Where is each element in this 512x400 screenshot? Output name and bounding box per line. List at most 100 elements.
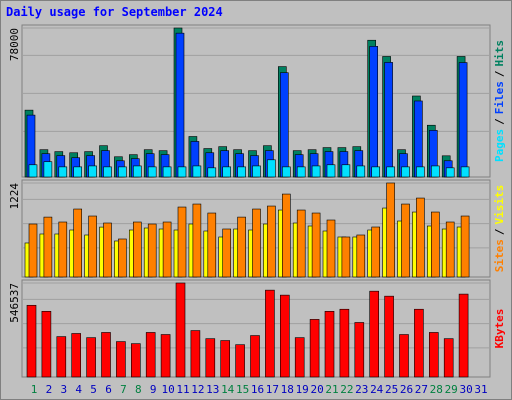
bar: [131, 343, 141, 378]
bar: [458, 293, 469, 378]
bar: [311, 212, 321, 278]
bar: [43, 161, 53, 178]
x-tick-label: 10: [161, 383, 174, 396]
legend-entry: Hits: [493, 40, 506, 67]
bar: [252, 165, 261, 178]
bar: [296, 209, 306, 278]
bar: [414, 100, 423, 178]
bar: [281, 193, 291, 278]
x-tick-label: 2: [46, 383, 53, 396]
bar: [386, 182, 395, 278]
bar: [103, 222, 112, 278]
x-tick-label: 12: [191, 383, 204, 396]
bar: [279, 294, 290, 378]
x-tick-label: 24: [370, 383, 384, 396]
bar: [147, 166, 157, 178]
bar: [207, 167, 217, 178]
bar: [88, 215, 97, 278]
bar: [118, 166, 127, 178]
legend: KBytes: [493, 309, 506, 349]
bar: [326, 164, 336, 178]
bar: [177, 206, 187, 278]
bar: [28, 164, 38, 178]
x-tick-label: 31: [474, 383, 487, 396]
chart-title: Daily usage for September 2024: [6, 5, 223, 19]
bar: [341, 236, 351, 278]
bar: [177, 166, 187, 178]
legend-separator: /: [493, 70, 506, 77]
bar: [147, 223, 157, 278]
x-tick-label: 29: [445, 383, 458, 396]
x-tick-label: 15: [236, 383, 249, 396]
bar: [86, 337, 96, 378]
bar: [458, 62, 468, 178]
bar: [222, 166, 231, 178]
bar: [326, 219, 336, 278]
bar: [311, 165, 321, 178]
legend: Pages / Files / Hits: [493, 40, 506, 162]
x-tick-label: 11: [176, 383, 189, 396]
legend-entry: Files: [493, 81, 506, 114]
bar: [445, 167, 455, 178]
bar: [296, 166, 306, 178]
x-tick-label: 23: [355, 383, 368, 396]
bar: [252, 208, 261, 278]
x-tick-label: 25: [385, 383, 398, 396]
x-tick-label: 22: [340, 383, 353, 396]
bar: [205, 338, 216, 378]
x-tick-label: 1: [31, 383, 38, 396]
bar: [160, 334, 171, 378]
bar: [416, 197, 425, 278]
x-tick-label: 3: [60, 383, 67, 396]
bar: [162, 221, 172, 278]
x-tick-label: 7: [120, 383, 127, 396]
x-tick-label: 30: [459, 383, 472, 396]
bar: [133, 165, 142, 178]
bar: [309, 319, 320, 378]
y-tick-label: 1224: [8, 183, 21, 210]
bar: [267, 205, 276, 278]
x-tick-label: 27: [415, 383, 428, 396]
bar: [220, 340, 230, 378]
bar: [116, 341, 126, 378]
x-tick-label: 6: [105, 383, 112, 396]
bar: [73, 166, 82, 178]
x-tick-label: 26: [400, 383, 413, 396]
bar: [430, 165, 440, 178]
bar: [56, 336, 67, 378]
bar: [416, 166, 425, 178]
bar: [354, 322, 365, 378]
x-tick-label: 9: [150, 383, 157, 396]
bar: [58, 221, 68, 278]
bar: [401, 203, 410, 278]
legend-entry: Pages: [493, 129, 506, 162]
bar: [369, 290, 380, 378]
bar: [71, 333, 81, 378]
bar: [341, 164, 351, 178]
x-tick-label: 17: [266, 383, 279, 396]
bar: [133, 221, 142, 278]
legend-entry: Visits: [493, 185, 506, 225]
bar: [369, 46, 379, 178]
bar: [28, 223, 38, 278]
bar: [384, 62, 393, 178]
bar: [356, 234, 366, 278]
bar: [222, 228, 231, 278]
bar: [265, 289, 275, 378]
x-tick-label: 16: [251, 383, 264, 396]
bar: [26, 304, 37, 378]
x-tick-label: 19: [296, 383, 309, 396]
bar: [145, 332, 156, 378]
x-tick-label: 4: [75, 383, 82, 396]
bar: [460, 215, 470, 278]
bar: [401, 166, 410, 178]
bar: [58, 166, 68, 178]
bar: [356, 165, 366, 178]
bar: [235, 344, 245, 378]
bar: [175, 282, 186, 378]
x-tick-label: 20: [310, 383, 323, 396]
bar: [460, 166, 470, 178]
bar: [103, 166, 112, 178]
bar: [384, 295, 394, 378]
